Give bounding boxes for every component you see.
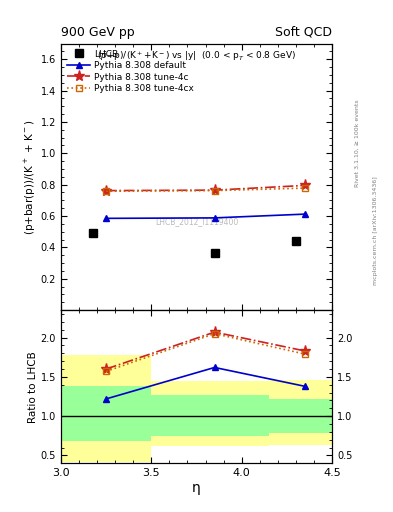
Y-axis label: Ratio to LHCB: Ratio to LHCB (28, 351, 38, 422)
X-axis label: η: η (192, 481, 201, 495)
Pythia 8.308 tune-4c (303, 182, 307, 188)
Pythia 8.308 tune-4c (104, 187, 108, 194)
Line: LHCB: LHCB (89, 229, 300, 257)
Text: Rivet 3.1.10, ≥ 100k events: Rivet 3.1.10, ≥ 100k events (355, 99, 360, 187)
Text: 900 GeV pp: 900 GeV pp (61, 26, 134, 39)
Text: LHCB_2012_I1119400: LHCB_2012_I1119400 (155, 218, 238, 227)
Pythia 8.308 tune-4cx (212, 187, 217, 194)
LHCB (212, 250, 217, 256)
Text: Soft QCD: Soft QCD (275, 26, 332, 39)
LHCB (294, 238, 298, 244)
Pythia 8.308 tune-4cx (104, 188, 108, 194)
Line: Pythia 8.308 tune-4c: Pythia 8.308 tune-4c (101, 180, 310, 196)
LHCB (90, 230, 95, 237)
Pythia 8.308 default (212, 215, 217, 221)
Pythia 8.308 default (303, 211, 307, 217)
Text: mcplots.cern.ch [arXiv:1306.3436]: mcplots.cern.ch [arXiv:1306.3436] (373, 176, 378, 285)
Pythia 8.308 default (104, 215, 108, 221)
Pythia 8.308 tune-4c (212, 187, 217, 193)
Text: $(\bar{p}$+p)/(K$^+$+K$^-$) vs |y|  (0.0 < p$_T$ < 0.8 GeV): $(\bar{p}$+p)/(K$^+$+K$^-$) vs |y| (0.0 … (97, 49, 296, 62)
Pythia 8.308 tune-4cx (303, 185, 307, 191)
Line: Pythia 8.308 default: Pythia 8.308 default (103, 210, 309, 222)
Y-axis label: (p+bar(p))/(K$^+$ + K$^-$): (p+bar(p))/(K$^+$ + K$^-$) (23, 119, 38, 234)
Legend: LHCB, Pythia 8.308 default, Pythia 8.308 tune-4c, Pythia 8.308 tune-4cx: LHCB, Pythia 8.308 default, Pythia 8.308… (65, 48, 196, 95)
Line: Pythia 8.308 tune-4cx: Pythia 8.308 tune-4cx (103, 185, 309, 195)
